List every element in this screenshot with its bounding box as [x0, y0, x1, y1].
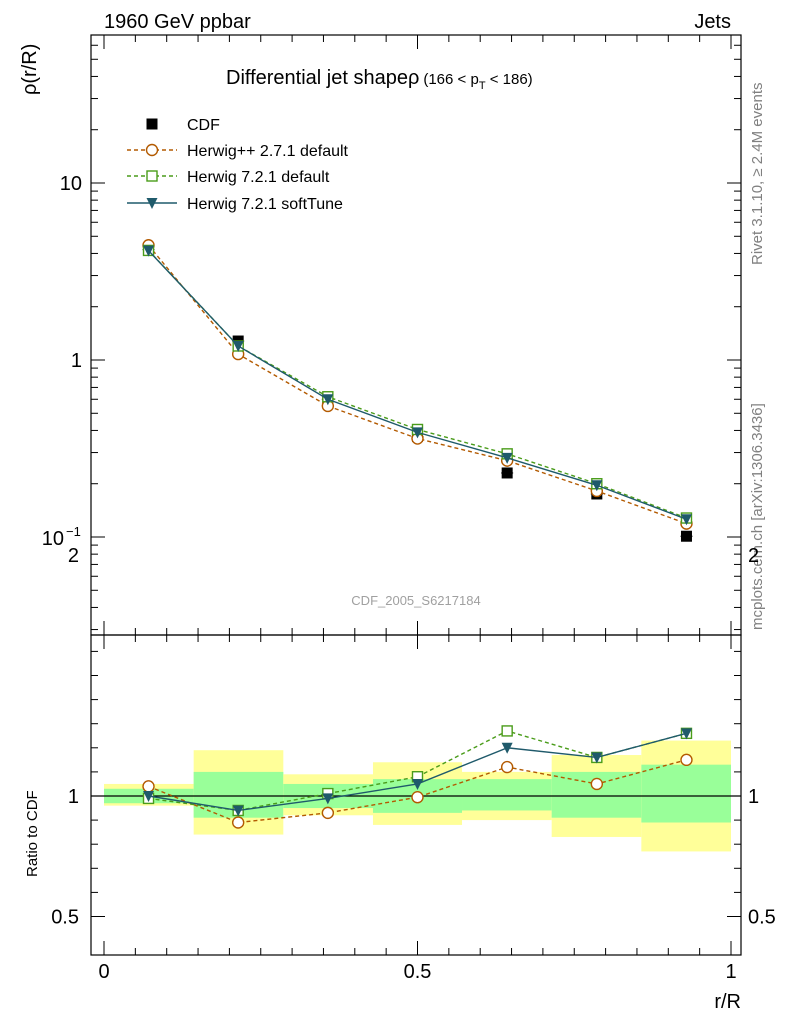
data-point — [680, 530, 692, 542]
legend-marker — [145, 143, 159, 157]
legend-label: Herwig 7.2.1 softTune — [187, 196, 343, 213]
uncertainty-band-inner — [641, 764, 731, 823]
process-label: 1960 GeV ppbar — [104, 11, 251, 33]
ratio-point — [680, 728, 692, 740]
data-point — [322, 394, 334, 406]
legend-label: Herwig 7.2.1 default — [187, 169, 330, 186]
category-label: Jets — [694, 11, 731, 33]
x-axis-label: r/R — [714, 991, 741, 1013]
ratio-y-tick-label-right: 0.5 — [748, 907, 776, 929]
ratio-point — [501, 725, 513, 737]
chart-title-cut-end: < 186) — [486, 71, 533, 88]
legend-entry-herwig721_soft: Herwig 7.2.1 softTune — [127, 196, 343, 213]
ratio-point — [143, 791, 155, 802]
legend-entry-data: CDF — [146, 117, 220, 134]
ratio-point — [411, 791, 424, 804]
legend-marker — [146, 198, 158, 209]
ratio-series-herwigpp — [142, 753, 693, 829]
data-point — [501, 452, 513, 464]
data-point — [591, 480, 603, 492]
ratio-y-tick-label: 0.5 — [51, 907, 79, 929]
legend-marker — [146, 118, 158, 130]
analysis-watermark: CDF_2005_S6217184 — [351, 593, 480, 608]
legend-label: Herwig++ 2.7.1 default — [187, 143, 349, 160]
y-tick-label-exponent: −1 — [66, 524, 81, 539]
series-herwig721_default — [142, 244, 693, 524]
legend-entry-herwigpp: Herwig++ 2.7.1 default — [127, 143, 349, 160]
data-point — [680, 514, 692, 526]
data-point — [232, 340, 244, 352]
ratio-point — [680, 753, 693, 767]
chart-title-cut-sub: T — [479, 80, 486, 92]
data-point — [412, 427, 423, 439]
x-tick-label: 0.5 — [404, 961, 432, 983]
ratio-point — [322, 793, 334, 805]
legend-entry-herwig721_default: Herwig 7.2.1 default — [127, 169, 330, 186]
main-y-axis-label: ρ(r/R) — [19, 44, 41, 95]
ratio-point — [231, 816, 245, 829]
ratio-point — [142, 780, 155, 793]
ratio-y-tick-label-right: 1 — [748, 786, 759, 808]
legend: CDF Herwig++ 2.7.1 default Herwig 7.2.1 de… — [127, 117, 349, 213]
series-herwigpp — [142, 239, 693, 530]
rivet-version-label: Rivet 3.1.10, ≥ 2.4M events — [749, 83, 766, 266]
data-point — [143, 245, 155, 257]
ratio-frame — [90, 634, 742, 956]
x-tick-label: 0 — [98, 961, 109, 983]
series-line — [148, 250, 687, 520]
y-tick-label: 1 — [71, 350, 82, 372]
x-tick-label: 1 — [725, 961, 736, 983]
chart-title-cut: (166 < p — [423, 71, 478, 88]
ratio-point — [590, 777, 604, 791]
series-herwig721_soft — [143, 245, 692, 526]
ratio-y-tick-label: 2 — [68, 545, 79, 567]
ratio-series-herwig721_soft — [143, 728, 692, 817]
ratio-point — [412, 778, 423, 790]
ratio-y-axis-label: Ratio to CDF — [24, 790, 41, 877]
ratio-point — [232, 805, 244, 817]
ratio-y-tick-label: 1 — [68, 786, 79, 808]
series-line — [147, 244, 687, 525]
uncertainty-band-inner — [462, 779, 552, 811]
chart-title-main: Differential jet shapeρ — [226, 67, 419, 89]
ratio-point — [500, 760, 514, 774]
y-tick-label: 10 — [60, 173, 82, 195]
source-label: mcplots.cern.ch [arXiv:1306.3436] — [749, 403, 766, 630]
legend-marker — [146, 170, 158, 182]
ratio-y-tick-label-right: 2 — [748, 545, 759, 567]
series-line — [148, 249, 687, 519]
chart-title: Differential jet shapeρ (166 < pT < 186) — [226, 67, 533, 92]
ratio-panel: 0.5 0.5 1 1 2 2 0 0.5 1 Ratio to CDF r/R — [24, 545, 776, 1013]
series-data — [142, 244, 693, 542]
data-point — [501, 467, 513, 479]
ratio-point — [501, 742, 513, 754]
ratio-point — [591, 752, 603, 764]
y-tick-label: 10 — [42, 528, 64, 550]
legend-label: CDF — [187, 117, 220, 134]
ratio-point — [321, 806, 335, 820]
